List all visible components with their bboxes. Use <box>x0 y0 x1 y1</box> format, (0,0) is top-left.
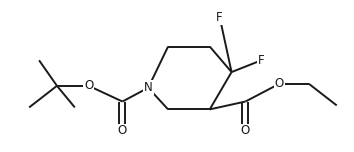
Text: O: O <box>84 79 93 92</box>
Text: O: O <box>275 77 284 90</box>
Text: F: F <box>258 54 265 67</box>
Text: O: O <box>118 124 127 137</box>
Text: O: O <box>241 124 250 137</box>
Text: F: F <box>216 11 223 24</box>
Text: N: N <box>144 81 153 94</box>
